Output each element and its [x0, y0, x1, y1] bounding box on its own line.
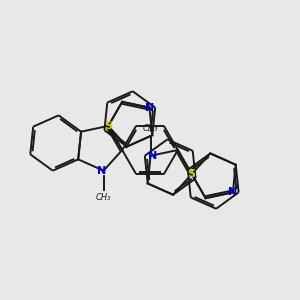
Text: S: S: [104, 121, 112, 131]
Text: N: N: [97, 166, 106, 176]
Text: N: N: [148, 151, 157, 161]
Text: CH₃: CH₃: [96, 194, 111, 202]
Text: N: N: [145, 103, 154, 112]
Text: CH₃: CH₃: [143, 124, 158, 133]
Text: N: N: [228, 188, 237, 197]
Text: S: S: [188, 169, 196, 179]
